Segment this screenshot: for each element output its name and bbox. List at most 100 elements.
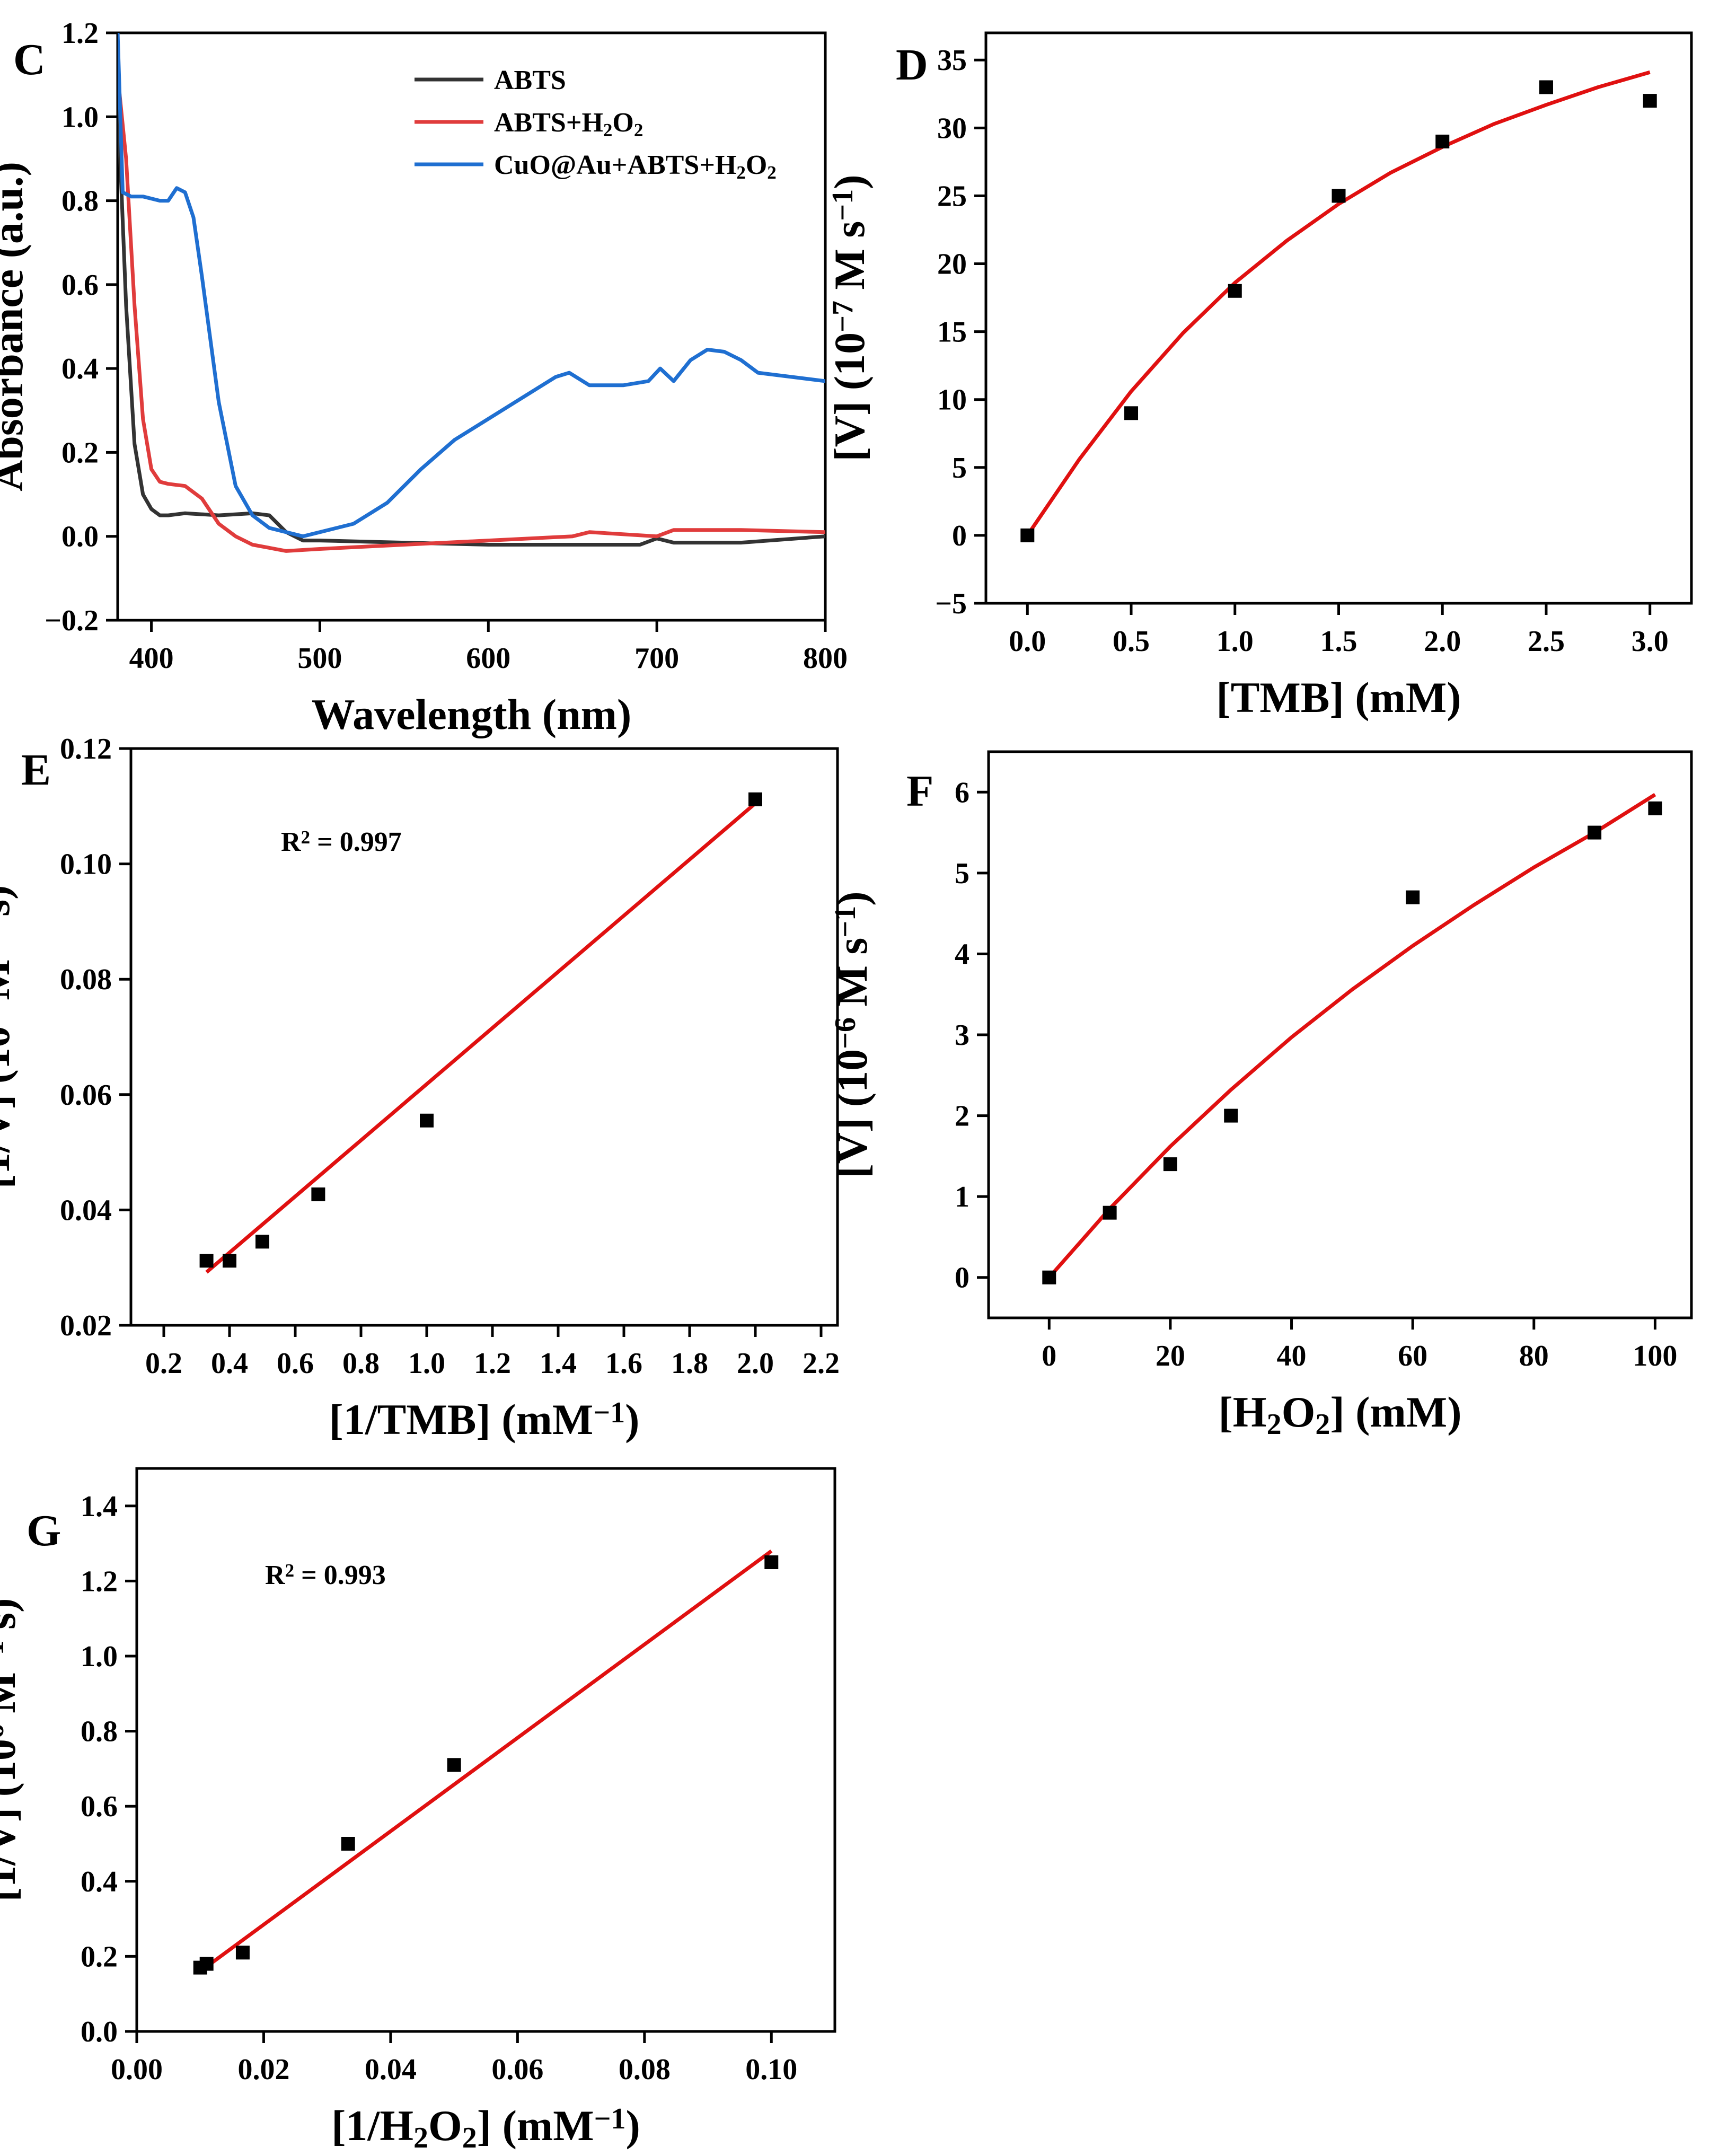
fit-line xyxy=(205,802,757,1274)
plot-frame xyxy=(984,31,1693,605)
y-axis-label: Absorbance (a.u.) xyxy=(0,162,32,491)
x-tick-label: 0.4 xyxy=(211,1347,248,1380)
data-point xyxy=(420,1113,434,1128)
legend-entry-2: CuO@Au+ABTS+H2O2 xyxy=(494,150,777,183)
data-point xyxy=(1332,189,1346,203)
x-tick-label: 400 xyxy=(129,642,174,675)
x-tick-label: 1.8 xyxy=(671,1347,708,1380)
x-tick-label: 0.00 xyxy=(111,2053,163,2086)
plot-area xyxy=(199,792,762,1274)
y-tick-label: 3 xyxy=(955,1019,969,1052)
y-tick-label: 0.02 xyxy=(60,1309,112,1342)
r-squared-annotation: R2 = 0.997 xyxy=(281,827,402,857)
y-tick-label: 5 xyxy=(955,857,969,890)
x-tick-label: 0.5 xyxy=(1113,625,1150,658)
x-tick-label: 0.06 xyxy=(491,2053,543,2086)
y-tick-label: −5 xyxy=(935,587,967,620)
x-tick-label: 0.02 xyxy=(237,2053,289,2086)
x-axis-label: Wavelength (nm) xyxy=(312,690,632,738)
fit-line xyxy=(1026,70,1651,536)
data-point xyxy=(1124,406,1139,420)
x-axis-label: [H2O2] (mM) xyxy=(1218,1388,1461,1441)
legend-entry-0: ABTS xyxy=(494,65,566,95)
x-tick-label: 1.6 xyxy=(605,1347,642,1380)
y-tick-label: 1.4 xyxy=(81,1490,118,1523)
y-tick-label: 0 xyxy=(955,1262,969,1295)
data-point xyxy=(199,1254,214,1268)
y-tick-label: 0.08 xyxy=(60,963,112,996)
y-tick-label: 1.2 xyxy=(61,17,99,50)
x-axis-label: [1/TMB] (mM−1) xyxy=(329,1395,640,1444)
panel-d: 0.0 0.5 1.0 1.5 2.0 2.5 3.0 −5 0 5 10 15 20 25 30 35 [TM… xyxy=(825,31,1693,721)
y-tick-label: 1.0 xyxy=(61,101,99,134)
x-tick-label: 0.10 xyxy=(745,2053,797,2086)
series-line-2 xyxy=(118,33,825,539)
x-tick-label: 1.2 xyxy=(474,1347,511,1380)
y-tick-label: 0.4 xyxy=(61,353,99,385)
panel-label: E xyxy=(21,745,51,795)
data-point xyxy=(1020,528,1035,542)
y-axis-label: [1/V] (107 M−1 s) xyxy=(0,885,19,1189)
y-tick-label: 5 xyxy=(952,452,967,485)
data-point xyxy=(1163,1157,1177,1172)
y-tick-label: 0.06 xyxy=(60,1079,112,1112)
x-tick-label: 0.8 xyxy=(342,1347,380,1380)
data-point xyxy=(1435,134,1450,148)
x-tick-label: 0.0 xyxy=(1009,625,1046,658)
data-point xyxy=(199,1957,214,1971)
data-point xyxy=(341,1837,355,1851)
x-tick-label: 800 xyxy=(803,642,848,675)
y-tick-label: 15 xyxy=(937,316,967,349)
y-tick-label: 25 xyxy=(937,180,967,213)
fit-line xyxy=(1047,793,1656,1279)
x-axis-label: [1/H2O2] (mM−1) xyxy=(331,2101,640,2154)
x-tick-label: 100 xyxy=(1633,1340,1677,1372)
x-axis-label: [TMB] (mM) xyxy=(1216,673,1461,721)
legend-entry-1: ABTS+H2O2 xyxy=(494,108,643,140)
series-line-1 xyxy=(118,73,825,553)
y-tick-label: −0.2 xyxy=(45,604,99,637)
x-tick-label: 0.2 xyxy=(145,1347,182,1380)
y-tick-label: 0.8 xyxy=(81,1715,118,1748)
x-tick-label: 1.0 xyxy=(408,1347,445,1380)
x-tick-label: 20 xyxy=(1156,1340,1185,1372)
r-squared-annotation: R2 = 0.993 xyxy=(265,1560,386,1590)
data-point xyxy=(1406,890,1420,904)
y-tick-label: 0.04 xyxy=(60,1194,112,1227)
data-point xyxy=(311,1187,325,1202)
data-point xyxy=(1224,1108,1238,1123)
y-tick-label: 0.12 xyxy=(60,733,112,765)
fit-line xyxy=(199,1549,773,1973)
panel-e: 0.2 0.4 0.6 0.8 1.0 1.2 1.4 1.6 1.8 2.0 2.2 0.02 0.0… xyxy=(0,733,840,1444)
x-tick-label: 3.0 xyxy=(1632,625,1669,658)
y-tick-label: 4 xyxy=(955,938,969,971)
x-tick-label: 1.5 xyxy=(1320,625,1357,658)
y-tick-label: 0.10 xyxy=(60,848,112,881)
y-axis-label: [V] (10−7 M s−1) xyxy=(825,174,874,461)
plot-area xyxy=(1020,70,1657,542)
y-tick-label: 0 xyxy=(952,520,967,552)
y-tick-label: 2 xyxy=(955,1100,969,1133)
y-axis-label: [1/V] (106 M−1 s) xyxy=(0,1598,24,1902)
x-tick-label: 40 xyxy=(1277,1340,1307,1372)
data-point xyxy=(1042,1270,1056,1284)
x-tick-label: 60 xyxy=(1398,1340,1427,1372)
x-tick-label: 0.08 xyxy=(619,2053,671,2086)
data-point xyxy=(1539,80,1553,94)
data-point xyxy=(235,1946,250,1960)
y-tick-label: 0.2 xyxy=(61,436,99,469)
plot-frame xyxy=(135,1467,836,2033)
y-tick-label: 1.0 xyxy=(81,1640,118,1673)
plot-area xyxy=(1042,793,1662,1284)
x-tick-label: 1.0 xyxy=(1216,625,1254,658)
plot-frame xyxy=(129,747,839,1327)
data-point xyxy=(1643,94,1657,108)
y-axis-label: [V] (10−6 M s−1) xyxy=(828,891,876,1178)
series-line-0 xyxy=(118,94,825,547)
x-tick-label: 0.04 xyxy=(365,2053,417,2086)
data-point xyxy=(764,1555,779,1569)
data-point xyxy=(748,792,762,806)
panel-label: D xyxy=(896,40,928,90)
y-tick-label: 0.2 xyxy=(81,1940,118,1973)
